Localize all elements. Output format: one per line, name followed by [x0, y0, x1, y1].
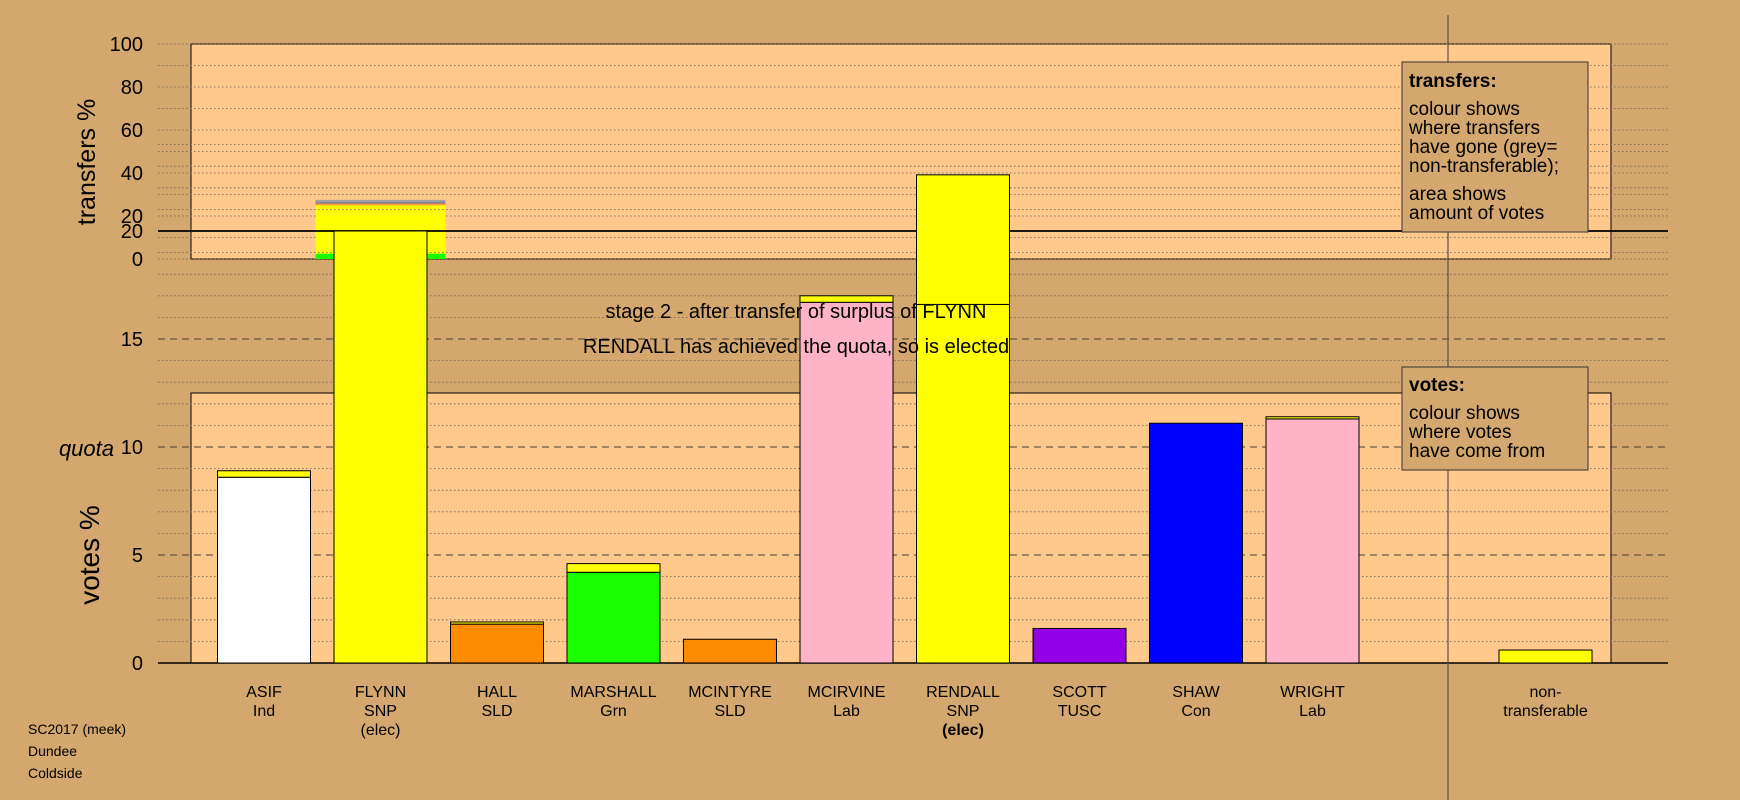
transfers-legend-line: area shows [1409, 184, 1506, 205]
transfers-chart: 0 20 40 60 80 100 transfers % [73, 34, 1668, 271]
transfers-legend-line: non-transferable); [1409, 156, 1559, 177]
votes-legend-title: votes: [1409, 375, 1465, 396]
votes-y-tick-label: 5 [132, 545, 143, 567]
candidate-name: MCIRVINE [808, 684, 886, 701]
votes-legend-line: colour shows [1409, 403, 1520, 424]
votes-y-tick-label: 20 [121, 221, 143, 243]
votes-bar-segment [1498, 649, 1593, 664]
votes-bar-segment [450, 623, 544, 664]
candidate-name: MARSHALL [570, 684, 656, 701]
votes-bar-segment [1265, 416, 1360, 420]
transfers-legend-line: have gone (grey= [1409, 137, 1557, 158]
votes-bar-segment [916, 174, 1010, 305]
votes-bar-segment [217, 476, 311, 664]
candidate-party: Lab [1299, 703, 1326, 720]
candidate-labels: ASIF Ind FLYNN SNP (elec) HALL SLD MARSHALL Grn M… [246, 684, 1588, 739]
candidate-status: (elec) [942, 722, 984, 739]
candidate-party: TUSC [1058, 703, 1102, 720]
votes-bars [217, 174, 1593, 664]
candidate-party: transferable [1503, 703, 1588, 720]
votes-y-tick-label: 15 [121, 329, 143, 351]
transfers-y-tick-label: 60 [121, 120, 143, 142]
votes-plot-area [190, 392, 1612, 664]
votes-bar-segment [450, 621, 544, 625]
transfers-y-axis-label: transfers % [73, 99, 101, 225]
candidate-name: non- [1529, 684, 1561, 701]
transfers-bar-segment [315, 204, 446, 206]
transfers-legend-line: where transfers [1408, 118, 1540, 139]
transfers-legend-line: colour shows [1409, 99, 1520, 120]
candidate-name: SHAW [1172, 684, 1220, 701]
transfers-y-tick-label: 40 [121, 163, 143, 185]
votes-chart: 0 5 10 15 20 ASIF Ind FLYNN SNP (elec) HALL SLD MAR… [59, 144, 1668, 739]
candidate-party: Ind [253, 703, 275, 720]
transfers-y-tick-label: 0 [132, 249, 143, 271]
transfers-legend-line: amount of votes [1409, 203, 1544, 224]
transfers-y-tick-label: 20 [121, 206, 143, 228]
election-footer: SC2017 (meek) Dundee Coldside [28, 721, 126, 781]
candidate-name: ASIF [246, 684, 282, 701]
candidate-party: SNP [364, 703, 397, 720]
candidate-status: (elec) [360, 722, 400, 739]
candidate-party: Con [1181, 703, 1210, 720]
transfers-bar-segment [315, 203, 446, 205]
votes-bar-segment [799, 301, 894, 664]
votes-legend-box [1401, 366, 1589, 471]
votes-bar-segment [566, 571, 661, 664]
transfers-y-ticks: 0 20 40 60 80 100 [110, 34, 143, 271]
votes-bar-segment [217, 470, 311, 478]
transfers-legend-box [1401, 61, 1589, 233]
transfers-y-tick-label: 100 [110, 34, 143, 56]
votes-bar-segment [333, 230, 428, 664]
votes-bar-segment [683, 638, 777, 664]
votes-y-tick-label: 0 [132, 653, 143, 675]
votes-bar-segment [799, 295, 894, 303]
footer-council: Dundee [28, 743, 77, 759]
votes-bar-segment [566, 563, 661, 573]
footer-ward: Coldside [28, 765, 83, 781]
stage-caption: stage 2 - after transfer of surplus of F… [606, 301, 987, 323]
candidate-party: SLD [714, 703, 745, 720]
candidate-name: RENDALL [926, 684, 1000, 701]
candidate-name: MCINTYRE [688, 684, 772, 701]
votes-y-tick-label: 10 [121, 437, 143, 459]
quota-label: quota [59, 436, 114, 461]
transfers-y-tick-label: 80 [121, 77, 143, 99]
candidate-party: Lab [833, 703, 860, 720]
candidate-party: SNP [947, 703, 980, 720]
candidate-party: SLD [481, 703, 512, 720]
votes-bar-segment [1032, 627, 1127, 664]
votes-y-axis-label: votes % [74, 505, 105, 605]
votes-legend-line: have come from [1409, 441, 1545, 462]
votes-bar-segment [916, 303, 1010, 664]
votes-bar-segment [1265, 418, 1360, 664]
votes-legend-line: where votes [1408, 422, 1511, 443]
footer-election: SC2017 (meek) [28, 721, 126, 737]
votes-bar-segment [1149, 422, 1243, 664]
candidate-party: Grn [600, 703, 627, 720]
candidate-name: FLYNN [355, 684, 406, 701]
stage-status: RENDALL has achieved the quota, so is el… [583, 336, 1009, 358]
candidate-name: WRIGHT [1280, 684, 1345, 701]
transfers-bar-segment [315, 199, 446, 204]
transfers-legend-title: transfers: [1409, 71, 1497, 92]
candidate-name: SCOTT [1052, 684, 1106, 701]
candidate-name: HALL [477, 684, 517, 701]
votes-y-ticks: 0 5 10 15 20 [121, 221, 143, 675]
